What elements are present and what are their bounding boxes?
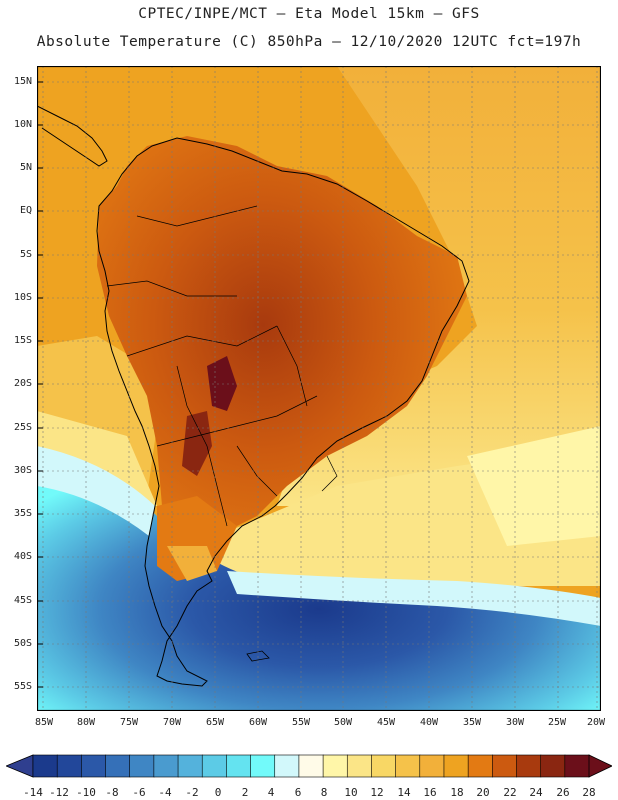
falkland-islands xyxy=(246,650,270,662)
colorbar-segment xyxy=(201,754,227,778)
colorbar-label: -6 xyxy=(132,786,146,799)
colorbar-segment xyxy=(298,754,324,778)
lon-label: 50W xyxy=(333,717,353,728)
colorbar-segment xyxy=(371,754,397,778)
colorbar-label: 16 xyxy=(423,786,437,799)
colorbar-segment xyxy=(467,754,493,778)
colorbar-segment xyxy=(419,754,445,778)
lat-label: 50S xyxy=(13,638,32,649)
lat-label: 30S xyxy=(13,465,32,476)
colorbar-segment xyxy=(250,754,276,778)
lat-label: 25S xyxy=(13,422,32,433)
colorbar-segment xyxy=(322,754,348,778)
colorbar-segment xyxy=(516,754,542,778)
lon-label: 65W xyxy=(205,717,225,728)
colorbar-segment xyxy=(81,754,107,778)
colorbar-segment xyxy=(56,754,82,778)
polar-cold-field xyxy=(37,456,601,711)
lat-label: 5S xyxy=(19,249,32,260)
colorbar-segment xyxy=(274,754,300,778)
lon-label: 35W xyxy=(462,717,482,728)
colorbar-label: 18 xyxy=(450,786,464,799)
lat-label: 55S xyxy=(13,681,32,692)
lon-label: 55W xyxy=(291,717,311,728)
lon-label: 85W xyxy=(34,717,54,728)
map-frame xyxy=(37,66,601,711)
colorbar-label: 8 xyxy=(320,786,328,799)
polar-transition xyxy=(37,446,155,536)
colorbar-label: 24 xyxy=(529,786,543,799)
lon-label: 45W xyxy=(376,717,396,728)
colorbar-segment xyxy=(129,754,155,778)
colorbar-segment xyxy=(395,754,421,778)
temperature-map xyxy=(37,66,601,711)
colorbar-label: 10 xyxy=(344,786,358,799)
lat-label: 20S xyxy=(13,378,32,389)
colorbar-over-arrow xyxy=(588,754,613,778)
colorbar-segment xyxy=(540,754,566,778)
colorbar-segment xyxy=(443,754,469,778)
colorbar-label: -8 xyxy=(105,786,119,799)
lat-label: EQ xyxy=(19,205,32,216)
colorbar-label: 14 xyxy=(397,786,411,799)
lat-label: 10N xyxy=(13,119,32,130)
southern-cone-cool xyxy=(167,546,217,581)
colorbar-segment xyxy=(564,754,590,778)
colorbar-label: -10 xyxy=(76,786,96,799)
atlantic-warm-field xyxy=(277,66,601,506)
south-america-coastline xyxy=(96,137,470,687)
lat-label: 5N xyxy=(19,162,32,173)
colorbar-label: 6 xyxy=(294,786,302,799)
lon-label: 40W xyxy=(419,717,439,728)
lat-label: 10S xyxy=(13,292,32,303)
colorbar-segment xyxy=(153,754,179,778)
lat-label: 15N xyxy=(13,76,32,87)
colorbar-label: 28 xyxy=(582,786,596,799)
colorbar-label: 26 xyxy=(556,786,570,799)
lon-label: 30W xyxy=(505,717,525,728)
map-gridlines xyxy=(37,66,601,711)
colorbar-label: 20 xyxy=(476,786,490,799)
lon-label: 60W xyxy=(248,717,268,728)
lon-label: 25W xyxy=(547,717,567,728)
lat-label: 40S xyxy=(13,551,32,562)
heat-core-south xyxy=(182,411,212,476)
map-title-line-1: CPTEC/INPE/MCT – Eta Model 15km – GFS xyxy=(138,6,480,22)
heat-core xyxy=(207,356,237,411)
map-title-line-2: Absolute Temperature (C) 850hPa – 12/10/… xyxy=(36,34,582,50)
lon-label: 70W xyxy=(162,717,182,728)
colorbar-segment xyxy=(226,754,252,778)
temperature-colorbar xyxy=(4,752,613,780)
colorbar-label: -4 xyxy=(158,786,172,799)
colorbar-segment xyxy=(492,754,518,778)
colorbar-under-arrow xyxy=(4,754,34,778)
colorbar-segment xyxy=(346,754,373,778)
colorbar-segment xyxy=(32,754,58,778)
central-america-coastline xyxy=(37,105,108,167)
colorbar-label: -2 xyxy=(185,786,199,799)
colorbar-label: 4 xyxy=(267,786,275,799)
colorbar-label: -14 xyxy=(23,786,43,799)
lat-label: 35S xyxy=(13,508,32,519)
colorbar-label: 0 xyxy=(214,786,222,799)
colorbar-label: 12 xyxy=(370,786,384,799)
colorbar-label: -12 xyxy=(49,786,69,799)
lat-label: 15S xyxy=(13,335,32,346)
south-atlantic-cream xyxy=(467,426,601,546)
lon-label: 20W xyxy=(586,717,606,728)
colorbar-label: 22 xyxy=(503,786,517,799)
lon-label: 80W xyxy=(76,717,96,728)
lat-label: 45S xyxy=(13,595,32,606)
colorbar-segment xyxy=(105,754,131,778)
colorbar-segment xyxy=(177,754,203,778)
southern-pale-band xyxy=(227,571,601,626)
lon-label: 75W xyxy=(119,717,139,728)
colorbar-label: 2 xyxy=(241,786,249,799)
